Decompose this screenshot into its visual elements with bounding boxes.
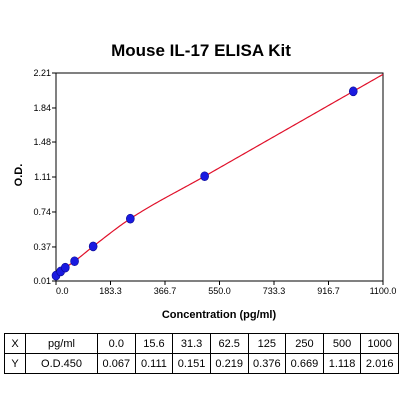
data-point bbox=[70, 256, 79, 267]
table-cell: 31.3 bbox=[172, 333, 211, 354]
x-tick-label: 733.3 bbox=[263, 286, 286, 296]
table-cell: 0.669 bbox=[285, 353, 324, 374]
table-cell: 0.376 bbox=[247, 353, 287, 374]
y-tick-label: 0.01 bbox=[33, 276, 51, 286]
table-cell: 250 bbox=[285, 333, 324, 354]
table-cell: 62.5 bbox=[209, 333, 249, 354]
x-tick-label: 366.7 bbox=[154, 286, 177, 296]
table-cell: 0.111 bbox=[134, 353, 174, 374]
y-tick-label: 1.11 bbox=[34, 172, 51, 182]
data-points bbox=[51, 86, 358, 281]
table-cell: 0.219 bbox=[209, 353, 249, 374]
table-cell: 0.0 bbox=[97, 333, 136, 354]
y-tick-label: 1.48 bbox=[33, 137, 51, 147]
fit-curve bbox=[55, 73, 384, 277]
y-tick-label: 1.84 bbox=[33, 103, 51, 113]
table-cell: 0.067 bbox=[97, 353, 136, 374]
table-row-head: Y bbox=[4, 353, 26, 374]
chart: Mouse IL-17 ELISA Kit O.D. Concentration… bbox=[13, 41, 397, 321]
table-row-label: O.D.450 bbox=[25, 353, 98, 374]
table-row: Y O.D.450 0.067 0.111 0.151 0.219 0.376 0.669 1.… bbox=[4, 353, 399, 374]
data-point bbox=[126, 213, 135, 224]
x-tick-label: 1100.0 bbox=[370, 286, 397, 296]
x-tick-label: 0.0 bbox=[56, 286, 69, 296]
plot-frame bbox=[55, 72, 384, 282]
y-axis-label: O.D. bbox=[13, 164, 25, 187]
table-cell: 500 bbox=[322, 333, 362, 354]
table-cell: 2.016 bbox=[360, 353, 399, 374]
table-cell: 125 bbox=[247, 333, 287, 354]
table-cell: 15.6 bbox=[134, 333, 174, 354]
table-row-label: pg/ml bbox=[25, 333, 98, 354]
table-cell: 1.118 bbox=[322, 353, 362, 374]
y-tick-group: 0.01 0.37 0.74 1.11 1.48 1.84 2.21 bbox=[33, 68, 56, 286]
table-row-head: X bbox=[4, 333, 26, 354]
x-tick-label: 183.3 bbox=[99, 286, 122, 296]
y-tick-label: 2.21 bbox=[33, 68, 51, 78]
data-point bbox=[348, 86, 358, 97]
x-tick-group: 0.0 183.3 366.7 550.0 733.3 916.7 1100.0 bbox=[55, 281, 397, 296]
y-tick-label: 0.74 bbox=[33, 207, 51, 217]
chart-title: Mouse IL-17 ELISA Kit bbox=[111, 41, 291, 60]
x-tick-label: 550.0 bbox=[208, 286, 231, 296]
data-point bbox=[61, 262, 70, 273]
data-point bbox=[88, 241, 98, 252]
table-cell: 0.151 bbox=[172, 353, 211, 374]
table-cell: 1000 bbox=[360, 333, 399, 354]
x-axis-label: Concentration (pg/ml) bbox=[162, 309, 277, 321]
data-point bbox=[200, 171, 209, 182]
x-tick-label: 916.7 bbox=[317, 286, 340, 296]
y-tick-label: 0.37 bbox=[33, 242, 51, 252]
